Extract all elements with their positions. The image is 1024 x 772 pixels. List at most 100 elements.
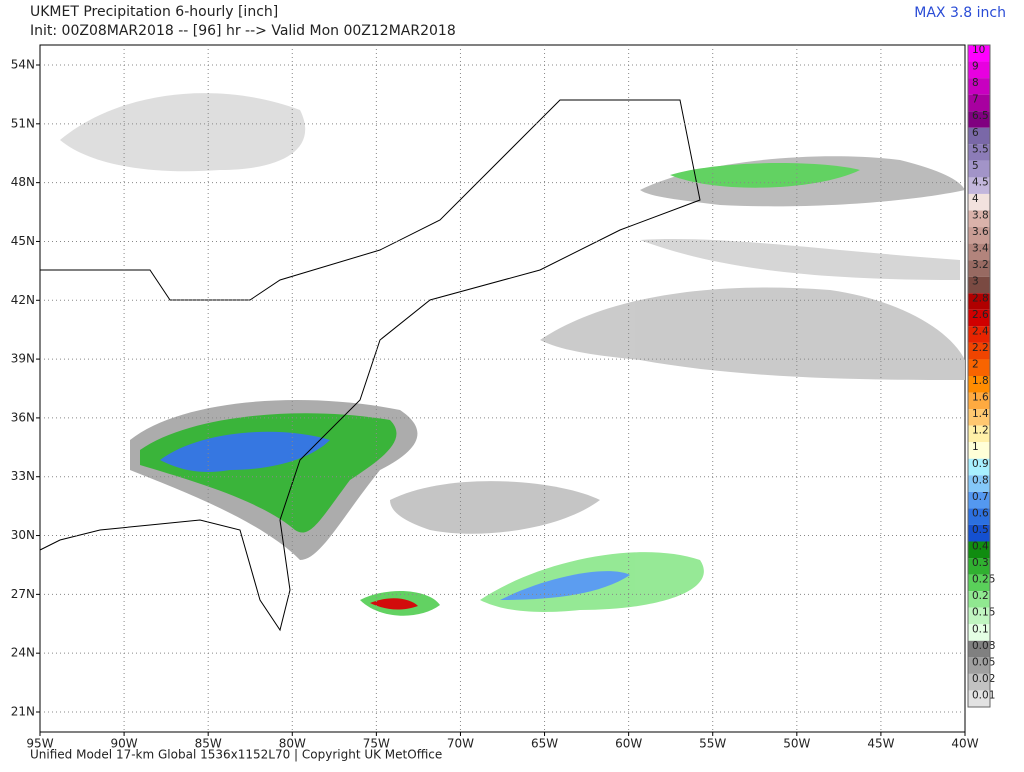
color-swatch [968,491,990,509]
lat-label: 24N [11,646,35,660]
lon-label: 50W [783,737,810,751]
coastline [39,99,701,632]
color-level-label: 1.6 [972,392,989,404]
color-swatch [968,376,990,393]
color-level-label: 4.5 [972,176,989,188]
color-swatch [968,78,990,95]
color-swatch [968,475,990,492]
lat-label: 27N [11,587,35,601]
color-swatch [968,640,990,658]
color-level-label: 0.15 [972,607,995,619]
lat-label: 54N [11,58,35,72]
color-level-label: 1 [972,441,979,453]
color-level-label: 0.6 [972,507,989,519]
color-swatch [968,45,990,62]
color-level-label: 0.01 [972,689,995,701]
lon-label: 95W [26,737,53,751]
color-level-label: 0.3 [972,557,989,569]
color-level-label: 5.5 [972,143,989,155]
lat-label: 51N [11,116,35,130]
color-swatch [968,690,990,707]
color-swatch [968,326,990,343]
lon-label: 40W [951,737,978,751]
color-swatch [968,260,990,277]
color-level-label: 0.2 [972,590,989,602]
color-level-label: 6 [972,127,979,139]
lat-label: 42N [11,293,35,307]
color-level-label: 3 [972,276,979,288]
color-level-label: 0.4 [972,541,989,553]
color-swatch [968,61,990,79]
color-level-label: 2.4 [972,325,989,337]
color-swatch [968,127,990,145]
color-level-label: 0.8 [972,474,989,486]
lon-label: 55W [699,737,726,751]
color-level-label: 3.6 [972,226,989,238]
color-swatch [968,673,990,691]
color-level-label: 6.5 [972,110,989,122]
lat-label: 48N [11,175,35,189]
color-level-label: 2 [972,358,979,370]
color-swatch [968,409,990,426]
lon-label: 70W [447,737,474,751]
lon-label: 65W [531,737,558,751]
color-level-label: 10 [972,44,985,56]
color-level-label: 0.05 [972,656,995,668]
subtitle: Init: 00Z08MAR2018 -- [96] hr --> Valid … [30,23,456,39]
color-level-label: 0.1 [972,623,989,635]
color-level-label: 1.2 [972,425,989,437]
color-swatch [968,359,990,376]
color-level-label: 3.2 [972,259,989,271]
color-swatch [968,624,990,641]
color-swatch [968,442,990,459]
color-swatch [968,227,990,244]
color-swatch [968,144,990,161]
color-swatch [968,574,990,592]
lat-label: 36N [11,410,35,424]
color-swatch [968,558,990,575]
max-label: MAX 3.8 inch [914,5,1006,21]
color-swatch [968,607,990,625]
color-level-label: 5 [972,160,979,172]
color-swatch [968,210,990,228]
color-swatch [968,309,990,327]
color-level-label: 2.6 [972,309,989,321]
lon-label: 90W [111,737,138,751]
color-level-label: 1.8 [972,375,989,387]
colorbar: 10 9 8 7 6.5 6 5.5 5 4.5 4 3.8 3.6 3.4 3.2 3 2.8 2.6 2.4 2… [967,44,995,708]
color-level-label: 4 [972,193,979,205]
color-swatch [968,392,990,410]
color-level-label: 2.8 [972,292,989,304]
color-level-label: 8 [972,77,979,89]
colorbar-frame [967,44,991,708]
color-swatch [968,508,990,525]
color-swatch [968,657,990,674]
color-swatch [968,160,990,178]
color-level-label: 3.4 [972,243,989,255]
lat-label: 45N [11,234,35,248]
color-level-label: 7 [972,94,979,106]
color-swatch [968,458,990,476]
color-level-label: 2.2 [972,342,989,354]
color-swatch [968,94,990,112]
lat-label: 21N [11,705,35,719]
color-swatch [968,524,990,542]
color-level-label: 9 [972,61,979,73]
map [36,44,966,736]
color-swatch [968,111,990,128]
color-level-label: 0.02 [972,673,995,685]
lat-label: 39N [11,352,35,366]
color-swatch [968,293,990,310]
lat-label: 33N [11,469,35,483]
lat-label: 30N [11,528,35,542]
lon-label: 60W [615,737,642,751]
color-swatch [968,276,990,294]
color-level-label: 0.9 [972,458,989,470]
lon-label: 80W [279,737,306,751]
color-level-label: 0.5 [972,524,989,536]
color-swatch [968,425,990,443]
color-level-label: 0.25 [972,574,995,586]
color-level-label: 0.7 [972,491,989,503]
color-level-label: 0.08 [972,640,995,652]
